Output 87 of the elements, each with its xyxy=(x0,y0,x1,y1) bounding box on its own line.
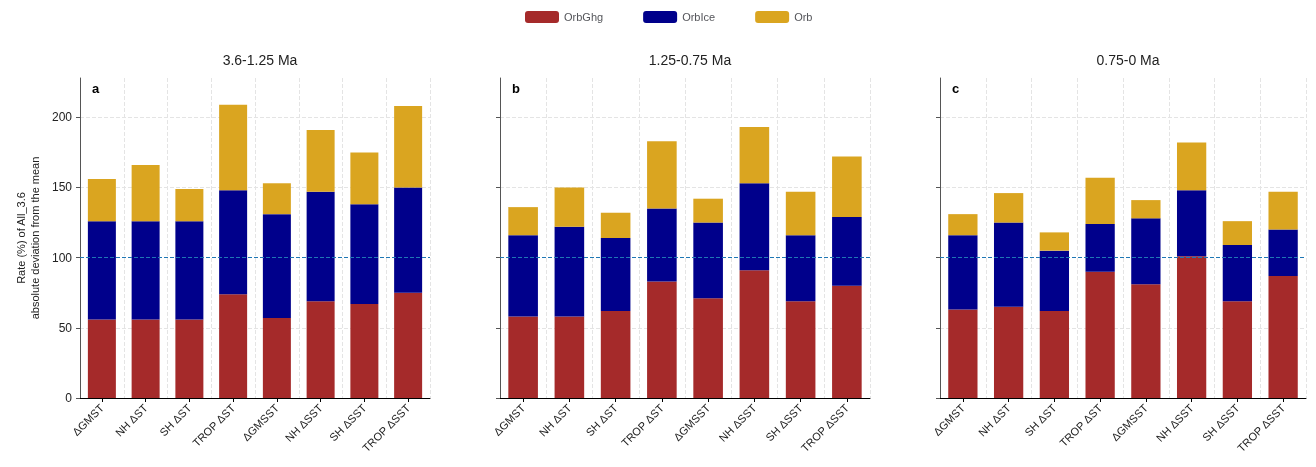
bar xyxy=(554,226,585,317)
bar xyxy=(306,129,335,192)
bar xyxy=(306,191,335,302)
bar xyxy=(87,221,116,320)
bar xyxy=(948,235,978,310)
bar xyxy=(1039,310,1070,398)
bar xyxy=(131,319,160,398)
bar xyxy=(87,319,116,398)
bar xyxy=(1268,275,1298,398)
annotation: c xyxy=(952,81,960,96)
bar xyxy=(1039,232,1070,251)
bar xyxy=(1222,245,1253,302)
bar xyxy=(1268,229,1298,276)
bar xyxy=(832,216,862,286)
bar xyxy=(262,214,291,318)
chart-title: 3.6-1.25 Ma xyxy=(222,52,298,68)
bar xyxy=(693,222,723,299)
bar xyxy=(785,301,816,398)
annotation: a xyxy=(92,81,100,96)
bar xyxy=(739,127,770,184)
bar xyxy=(219,190,248,295)
bar xyxy=(219,104,248,191)
y-tick-label: 100 xyxy=(51,250,73,265)
bar xyxy=(1131,200,1161,219)
bar xyxy=(554,187,585,227)
bar xyxy=(993,306,1024,398)
bar xyxy=(948,214,978,236)
bar xyxy=(600,310,631,398)
bar xyxy=(306,301,335,398)
bar xyxy=(394,187,423,293)
bar xyxy=(175,188,204,222)
bar xyxy=(600,238,631,311)
bar xyxy=(1176,142,1207,191)
bar xyxy=(739,183,770,271)
bar xyxy=(993,222,1024,307)
bar xyxy=(1268,191,1298,230)
bar xyxy=(785,235,816,302)
bar xyxy=(647,141,677,209)
bar xyxy=(647,208,677,282)
bar xyxy=(394,292,423,398)
chart-title: 1.25-0.75 Ma xyxy=(648,52,732,68)
y-tick-label: 150 xyxy=(51,180,73,195)
bar xyxy=(262,318,291,398)
bar xyxy=(1085,177,1115,224)
bar xyxy=(1131,284,1161,398)
bar xyxy=(832,285,862,398)
bar xyxy=(262,183,291,215)
legend-label: OrbGhg xyxy=(564,11,604,23)
bar xyxy=(1222,301,1253,398)
bar xyxy=(1085,271,1115,398)
bar xyxy=(1176,190,1207,257)
y-tick-label: 0 xyxy=(65,391,73,405)
bar xyxy=(131,221,160,320)
bar xyxy=(87,179,116,222)
bar xyxy=(554,316,585,398)
legend-label: Orb xyxy=(794,11,813,23)
y-tick-label: 200 xyxy=(51,110,73,125)
bar xyxy=(394,106,423,188)
bar xyxy=(693,298,723,398)
bar xyxy=(350,303,379,398)
bar xyxy=(508,235,538,317)
bar xyxy=(739,270,770,398)
chart-title: 0.75-0 Ma xyxy=(1096,52,1160,68)
bar xyxy=(131,165,160,222)
bar xyxy=(647,281,677,398)
bar xyxy=(693,198,723,223)
bar xyxy=(993,193,1024,223)
bar xyxy=(1039,250,1070,311)
bar xyxy=(1085,223,1115,272)
bar xyxy=(600,212,631,238)
bar xyxy=(350,204,379,304)
bar xyxy=(508,207,538,236)
bar xyxy=(1176,256,1207,398)
bar xyxy=(1222,221,1253,246)
bar xyxy=(508,316,538,398)
y-tick-label: 50 xyxy=(58,320,73,335)
bar xyxy=(832,156,862,217)
bar xyxy=(350,152,379,205)
y-axis-title: Rate (%) of All_3.6 absolute deviation from the mean xyxy=(15,156,41,320)
bar xyxy=(1131,218,1161,285)
annotation: b xyxy=(512,81,520,96)
legend-label: OrbIce xyxy=(682,11,716,23)
bar xyxy=(175,221,204,320)
bar xyxy=(948,309,978,398)
bar xyxy=(219,294,248,398)
bar xyxy=(785,191,816,236)
bar xyxy=(175,319,204,398)
